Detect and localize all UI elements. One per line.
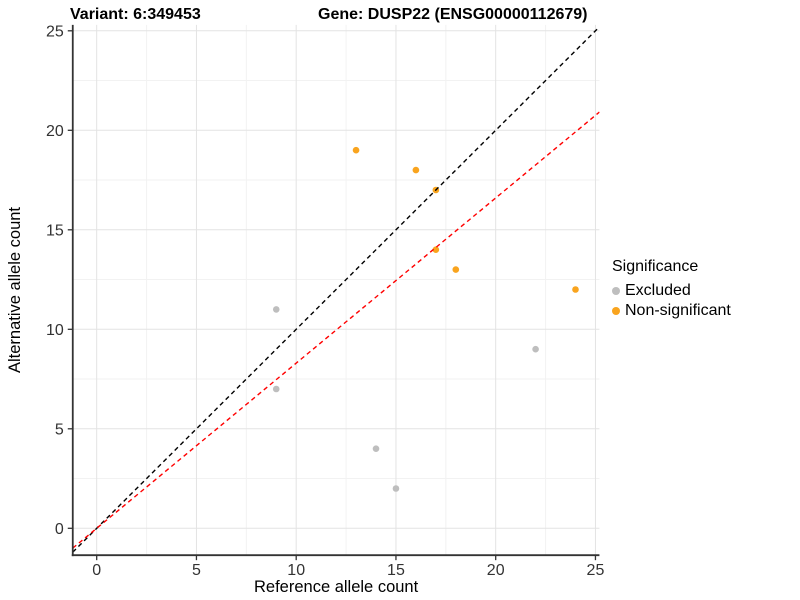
y-tick-label: 25: [46, 23, 64, 40]
legend-item-label: Non-significant: [625, 302, 731, 319]
identity-line: [72, 26, 600, 553]
legend-title: Significance: [612, 258, 699, 275]
data-point-non-significant: [412, 166, 420, 174]
x-axis-title: Reference allele count: [254, 578, 419, 596]
data-point-non-significant: [572, 286, 579, 293]
x-tick-label: 5: [192, 562, 201, 579]
variant-title: Variant: 6:349453: [70, 6, 201, 23]
data-point-excluded: [392, 485, 400, 492]
x-tick-label: 25: [587, 562, 605, 579]
legend-item-non-significant: Non-significant: [612, 301, 731, 321]
data-point-non-significant: [452, 266, 460, 273]
data-point-non-significant: [432, 246, 440, 253]
data-point-non-significant: [352, 146, 360, 154]
significance-legend: Significance Excluded Non-significant: [612, 258, 731, 321]
x-tick-label: 10: [287, 562, 305, 579]
x-tick-label: 20: [487, 562, 505, 579]
excluded-dot-icon: [612, 287, 620, 295]
gene-title: Gene: DUSP22 (ENSG00000112679): [318, 6, 588, 23]
data-point-excluded: [272, 385, 280, 393]
plot-titles: Variant: 6:349453 Gene: DUSP22 (ENSG0000…: [0, 6, 800, 26]
y-tick-label: 10: [46, 322, 64, 339]
legend-item-label: Excluded: [625, 282, 691, 299]
expected-ratio-line: [72, 111, 600, 549]
x-tick-label: 0: [92, 562, 101, 579]
data-point-excluded: [532, 345, 539, 353]
data-point-excluded: [272, 306, 280, 313]
y-tick-label: 15: [46, 222, 64, 239]
data-point-excluded: [372, 445, 380, 453]
y-tick-label: 5: [55, 421, 64, 438]
x-tick-label: 15: [387, 562, 405, 579]
non-significant-dot-icon: [612, 307, 620, 315]
y-tick-label: 20: [46, 123, 64, 140]
y-axis-title: Alternative allele count: [6, 207, 24, 373]
y-tick-label: 0: [55, 521, 64, 538]
legend-item-excluded: Excluded: [612, 281, 731, 301]
